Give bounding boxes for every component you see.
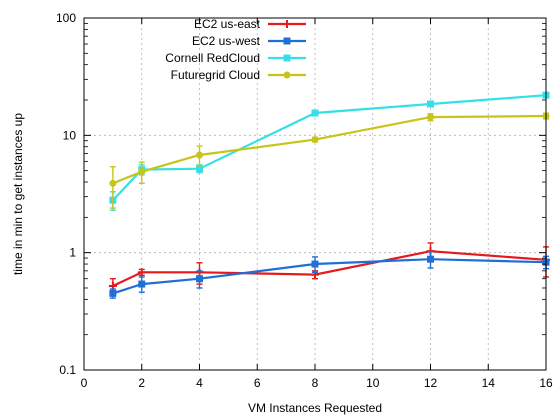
x-tick-label: 10 bbox=[366, 376, 380, 390]
y-tick-label: 10 bbox=[63, 128, 77, 142]
data-point-marker bbox=[311, 260, 319, 268]
legend-item: EC2 us-west bbox=[192, 34, 306, 48]
y-axis-label: time in min to get instances up bbox=[11, 113, 25, 275]
x-tick-label: 16 bbox=[539, 376, 553, 390]
x-tick-label: 4 bbox=[196, 376, 203, 390]
series-layer bbox=[108, 91, 550, 299]
x-tick-label: 14 bbox=[482, 376, 496, 390]
series-line bbox=[112, 94, 547, 201]
legend-label: EC2 us-west bbox=[192, 34, 261, 48]
legend-item: Futuregrid Cloud bbox=[171, 68, 306, 82]
legend-item: EC2 us-east bbox=[194, 17, 306, 31]
data-point-marker bbox=[138, 280, 146, 288]
x-tick-label: 12 bbox=[424, 376, 438, 390]
data-point-marker bbox=[427, 113, 434, 121]
data-point-marker bbox=[109, 289, 117, 297]
legend-label: Futuregrid Cloud bbox=[171, 68, 260, 82]
x-tick-label: 6 bbox=[254, 376, 261, 390]
series-cornell-redcloud bbox=[109, 91, 550, 211]
y-tick-label: 0.1 bbox=[59, 363, 76, 377]
legend-label: EC2 us-east bbox=[194, 17, 261, 31]
legend-label: Cornell RedCloud bbox=[165, 51, 260, 65]
x-tick-label: 2 bbox=[138, 376, 145, 390]
x-axis-label: VM Instances Requested bbox=[248, 401, 382, 415]
y-tick-label: 1 bbox=[69, 246, 76, 260]
series-futuregrid-cloud bbox=[109, 112, 550, 209]
data-point-marker bbox=[283, 71, 291, 79]
data-point-marker bbox=[311, 109, 319, 117]
series-line bbox=[112, 114, 547, 185]
series-line bbox=[112, 250, 547, 287]
legend-item: Cornell RedCloud bbox=[165, 51, 306, 65]
data-point-marker bbox=[283, 54, 291, 62]
y-tick-label: 100 bbox=[56, 11, 76, 25]
series-ec2-us-west bbox=[109, 250, 550, 299]
series-line bbox=[112, 258, 547, 295]
legend: EC2 us-east EC2 us-west Cornell RedCloud Fu… bbox=[165, 17, 306, 82]
x-tick-label: 0 bbox=[81, 376, 88, 390]
data-point-marker bbox=[311, 136, 319, 144]
data-point-marker bbox=[427, 100, 434, 108]
data-point-marker bbox=[196, 275, 203, 283]
axis-ticks: 0 2 4 6 8 10 12 14 16 0.1 1 10 100 bbox=[56, 11, 553, 390]
data-point-marker bbox=[427, 255, 434, 263]
data-point-marker bbox=[109, 179, 117, 187]
data-point-marker bbox=[196, 151, 203, 159]
data-point-marker bbox=[283, 37, 291, 45]
x-tick-label: 8 bbox=[312, 376, 319, 390]
data-point-marker bbox=[138, 168, 146, 176]
data-point-marker bbox=[196, 165, 203, 173]
grid-lines bbox=[84, 18, 546, 370]
series-ec2-us-east bbox=[108, 242, 550, 296]
